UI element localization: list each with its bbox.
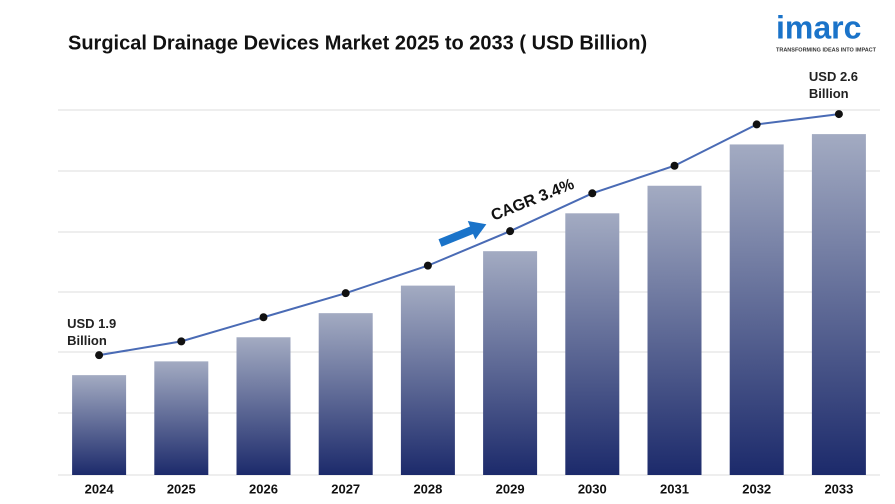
trend-point bbox=[341, 289, 350, 298]
trend-point bbox=[752, 120, 761, 129]
logo-tagline: TRANSFORMING IDEAS INTO IMPACT bbox=[776, 47, 877, 53]
cagr-annotation: CAGR 3.4% bbox=[489, 176, 577, 225]
bar bbox=[811, 134, 866, 476]
trend-point bbox=[670, 161, 679, 170]
trend-point bbox=[588, 189, 597, 198]
bar bbox=[72, 375, 127, 475]
bar bbox=[154, 361, 209, 475]
x-tick-label: 2024 bbox=[85, 481, 115, 496]
x-tick-label: 2031 bbox=[660, 481, 689, 496]
trend-point bbox=[834, 110, 843, 119]
x-tick-label: 2027 bbox=[331, 481, 360, 496]
bar bbox=[400, 285, 455, 475]
x-tick-label: 2032 bbox=[742, 481, 771, 496]
trend-line bbox=[98, 113, 840, 357]
bar bbox=[318, 313, 373, 475]
logo-name: imarc bbox=[776, 9, 861, 45]
trend-point bbox=[506, 227, 515, 236]
x-tick-label: 2028 bbox=[413, 481, 442, 496]
bar bbox=[483, 251, 538, 475]
bar bbox=[236, 337, 291, 475]
x-tick-label: 2033 bbox=[824, 481, 853, 496]
value-label: USD 2.6 Billion bbox=[808, 69, 859, 102]
bar bbox=[565, 213, 620, 475]
x-tick-label: 2029 bbox=[496, 481, 525, 496]
x-tick-label: 2025 bbox=[167, 481, 196, 496]
cagr-arrow bbox=[438, 220, 487, 247]
x-tick-label: 2026 bbox=[249, 481, 278, 496]
bar bbox=[729, 144, 784, 475]
value-label: USD 1.9 Billion bbox=[67, 316, 117, 349]
bar bbox=[647, 185, 702, 476]
trend-point bbox=[423, 261, 432, 270]
trend-point bbox=[95, 351, 104, 360]
trend-point bbox=[177, 337, 186, 346]
chart-title: Surgical Drainage Devices Market 2025 to… bbox=[68, 32, 647, 54]
x-tick-label: 2030 bbox=[578, 481, 607, 496]
trend-point bbox=[259, 313, 268, 322]
